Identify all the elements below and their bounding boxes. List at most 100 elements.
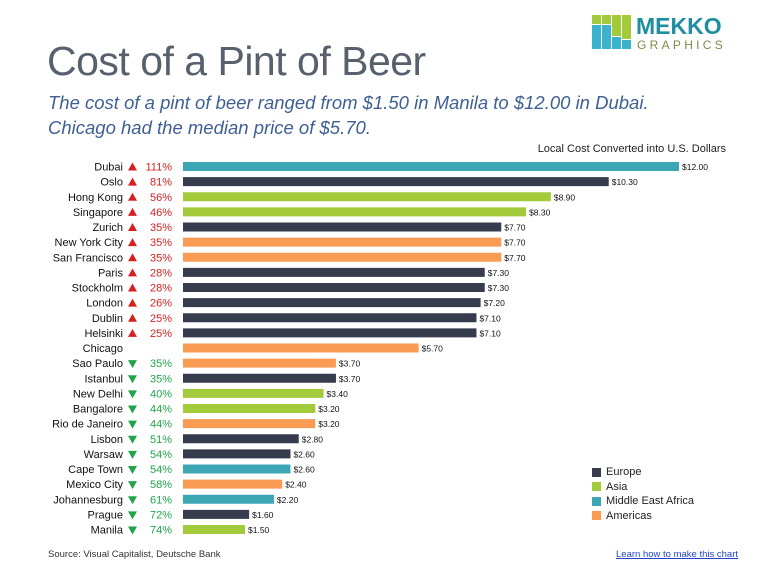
source-note: Source: Visual Capitalist, Deutsche Bank (48, 549, 221, 560)
value-label: $1.60 (252, 510, 274, 520)
value-label: $3.70 (339, 374, 361, 384)
percent-diff-label: 54% (150, 449, 172, 461)
city-label: Singapore (73, 207, 123, 219)
city-label: Paris (98, 267, 124, 279)
bar (183, 434, 299, 444)
bar (183, 222, 502, 232)
percent-diff-label: 58% (150, 479, 172, 491)
triangle-down-icon (128, 511, 137, 520)
value-label: $7.70 (504, 253, 526, 263)
bar (183, 404, 316, 413)
triangle-up-icon (128, 207, 137, 216)
bar (183, 419, 316, 429)
city-label: London (86, 298, 123, 310)
triangle-down-icon (128, 435, 137, 444)
percent-diff-label: 81% (150, 177, 172, 189)
city-label: Dubai (94, 162, 123, 174)
value-label: $3.40 (327, 389, 349, 399)
city-label: San Francisco (53, 252, 123, 264)
bar (183, 328, 477, 338)
triangle-up-icon (128, 313, 137, 322)
legend-item-middle-east-africa: Middle East Africa (592, 494, 694, 509)
triangle-down-icon (128, 450, 137, 459)
city-label: Prague (88, 509, 123, 521)
bar (183, 373, 336, 383)
city-label: Oslo (100, 177, 123, 189)
bar (183, 358, 336, 368)
percent-diff-label: 28% (150, 267, 172, 279)
percent-diff-label: 35% (150, 222, 172, 234)
value-label: $2.40 (285, 480, 307, 490)
value-label: $7.20 (484, 298, 506, 308)
percent-diff-label: 72% (150, 509, 172, 521)
percent-diff-label: 35% (150, 237, 172, 249)
legend-swatch (592, 496, 601, 506)
legend-item-asia: Asia (592, 480, 694, 495)
triangle-up-icon (128, 328, 137, 337)
city-label: Zurich (92, 222, 123, 234)
triangle-down-icon (128, 390, 137, 399)
legend-item-americas: Americas (592, 509, 694, 524)
city-label: Johannesburg (53, 494, 123, 506)
triangle-down-icon (128, 360, 137, 369)
triangle-up-icon (128, 253, 137, 262)
triangle-up-icon (128, 298, 137, 307)
bar (183, 449, 291, 459)
legend-label: Asia (606, 480, 628, 493)
axis-title: Local Cost Converted into U.S. Dollars (537, 143, 726, 155)
legend-swatch (592, 482, 601, 492)
svg-text:GRAPHICS: GRAPHICS (637, 38, 726, 52)
percent-diff-label: 111% (145, 162, 172, 174)
bar (183, 298, 481, 308)
bar (183, 162, 679, 171)
bar (183, 313, 477, 323)
learn-more-link[interactable]: Learn how to make this chart (616, 549, 738, 560)
legend-item-europe: Europe (592, 465, 694, 480)
bar (183, 388, 324, 398)
page-title: Cost of a Pint of Beer (47, 38, 426, 84)
value-label: $7.30 (488, 283, 510, 293)
value-label: $2.20 (277, 495, 299, 505)
bar (183, 525, 245, 534)
bar (183, 479, 283, 489)
city-label: Istanbul (84, 373, 123, 385)
value-label: $3.20 (318, 419, 340, 429)
value-label: $7.30 (488, 268, 510, 278)
city-label: Sao Paulo (72, 358, 123, 370)
city-label: Chicago (83, 343, 123, 355)
bar (183, 177, 609, 187)
legend-label: Middle East Africa (606, 495, 695, 508)
value-label: $7.70 (504, 238, 526, 248)
percent-diff-label: 28% (150, 283, 172, 295)
legend-label: Americas (606, 509, 652, 522)
value-label: $1.50 (248, 525, 270, 535)
value-label: $2.80 (302, 434, 324, 444)
bar (183, 237, 502, 247)
city-label: Bangalore (73, 404, 123, 416)
triangle-up-icon (128, 283, 137, 292)
percent-diff-label: 26% (150, 298, 172, 310)
triangle-up-icon (128, 162, 137, 171)
triangle-up-icon (128, 268, 137, 277)
percent-diff-label: 56% (150, 192, 172, 204)
mekko-graphics-logo: MEKKO GRAPHICS (592, 13, 726, 52)
legend: Europe Asia Middle East Africa Americas (592, 465, 694, 523)
bar (183, 207, 527, 217)
city-label: Hong Kong (68, 192, 123, 204)
legend-swatch (592, 467, 601, 477)
triangle-up-icon (128, 192, 137, 201)
triangle-up-icon (128, 177, 137, 186)
value-label: $7.70 (504, 223, 526, 233)
triangle-down-icon (128, 466, 137, 474)
percent-diff-label: 35% (150, 373, 172, 385)
percent-diff-label: 25% (150, 313, 172, 325)
subtitle-line-2: Chicago had the median price of $5.70. (48, 117, 371, 138)
city-label: Dublin (92, 313, 123, 325)
city-label: Warsaw (84, 449, 123, 461)
bar (183, 252, 502, 262)
triangle-up-icon (128, 223, 137, 231)
city-label: New Delhi (73, 388, 123, 400)
value-label: $3.70 (339, 359, 361, 369)
bar (183, 509, 250, 519)
